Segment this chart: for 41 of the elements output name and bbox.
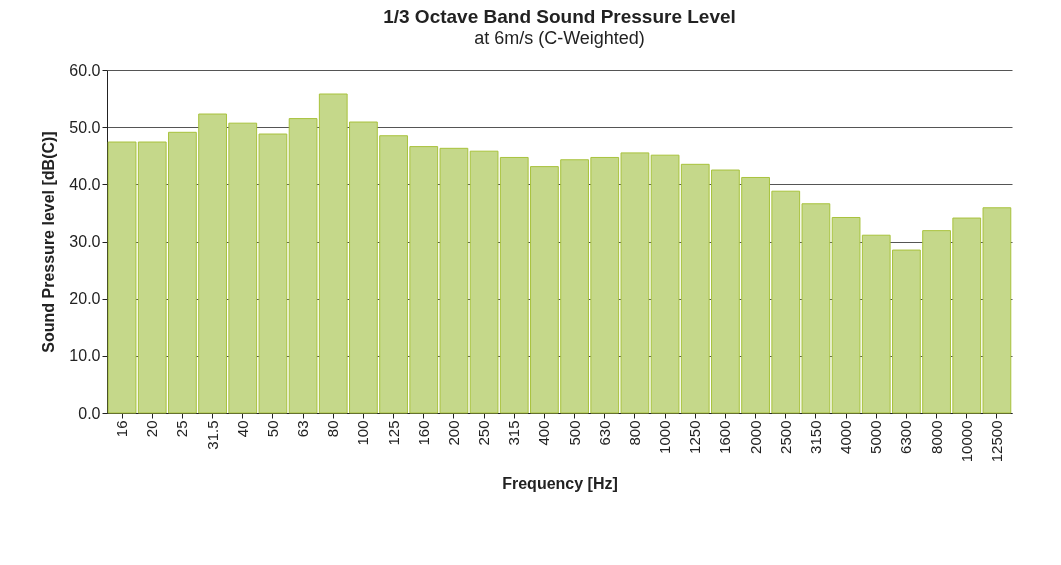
x-tick-label: 10000 [957,420,975,463]
chart-subtitle: at 6m/s (C-Weighted) [474,28,645,48]
y-tick-label: 30.0 [69,233,101,250]
x-tick-label: 315 [505,420,523,446]
x-tick-label: 160 [414,420,432,446]
x-tick-label: 500 [565,420,583,446]
x-tick-label: 1250 [686,420,704,454]
x-tick-label: 200 [444,420,462,446]
y-tick-label: 50.0 [69,118,101,136]
chart-title: 1/3 Octave Band Sound Pressure Level [383,6,736,27]
y-tick-label: 10.0 [69,347,101,365]
x-tick-label: 250 [475,420,493,446]
x-tick-label: 630 [595,420,613,446]
x-tick-label: 2500 [776,420,794,454]
x-tick-label: 1600 [716,420,734,454]
x-tick-label: 63 [294,420,312,438]
x-tick-label: 5000 [867,420,885,454]
x-tick-label: 20 [143,420,161,438]
x-tick-label: 8000 [927,420,945,454]
x-tick-label: 16 [113,420,131,438]
x-tick-label: 100 [354,420,372,446]
x-tick-label: 25 [173,420,191,438]
x-tick-label: 12500 [987,420,1005,463]
x-tick-label: 50 [263,420,281,438]
y-tick-label: 20.0 [69,290,101,308]
x-tick-label: 31.5 [203,420,221,450]
x-tick-label: 80 [324,420,342,438]
x-tick-label: 1000 [656,420,674,454]
x-tick-label: 125 [384,420,402,446]
x-tick-label: 400 [535,420,553,446]
y-tick-label: 40.0 [69,175,101,193]
x-tick-label: 800 [625,420,643,446]
y-tick-label: 60.0 [69,61,101,79]
x-tick-label: 2000 [746,420,764,454]
x-tick-label: 6300 [897,420,915,454]
x-tick-label: 4000 [837,420,855,454]
y-tick-label: 0.0 [78,404,101,422]
x-tick-label: 40 [233,420,251,438]
x-tick-label: 3150 [806,420,824,454]
y-axis-title: Sound Pressure level [dB(C)] [40,131,58,353]
x-axis-title: Frequency [Hz] [502,475,618,493]
